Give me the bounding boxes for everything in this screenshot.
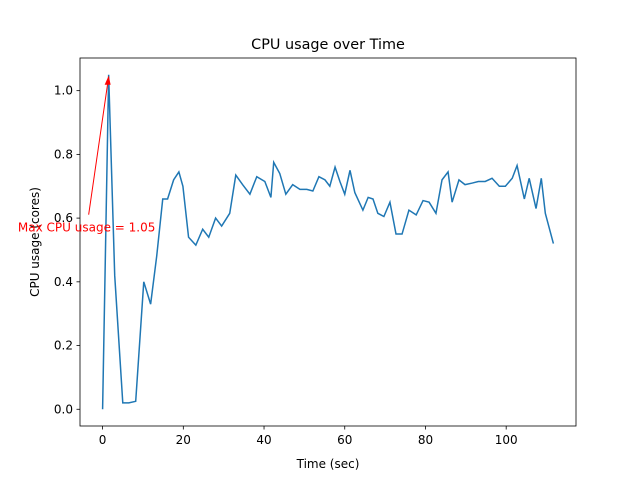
plot-frame: [79, 57, 577, 427]
x-tick-label: 0: [99, 433, 107, 447]
y-tick-label: 0.8: [54, 147, 73, 161]
y-axis-label: CPU usage (cores): [28, 187, 42, 297]
data-line: [101, 74, 555, 410]
x-tick-label: 60: [337, 433, 352, 447]
x-tick-label: 20: [176, 433, 191, 447]
y-tick-label: 0.6: [54, 211, 73, 225]
x-tick-label: 80: [418, 433, 433, 447]
y-tick-label: 0.4: [54, 275, 73, 289]
chart-title: CPU usage over Time: [251, 37, 405, 53]
y-tick-label: 0.0: [54, 402, 73, 416]
annotation-arrow: [88, 76, 110, 215]
annotation-text: Max CPU usage = 1.05: [18, 221, 155, 235]
y-tick-label: 0.2: [54, 339, 73, 353]
x-tick-label: 40: [256, 433, 271, 447]
y-tick-label: 1.0: [54, 84, 73, 98]
x-axis-label: Time (sec): [296, 457, 360, 471]
arrow-head: [104, 75, 111, 85]
x-tick-label: 100: [495, 433, 518, 447]
